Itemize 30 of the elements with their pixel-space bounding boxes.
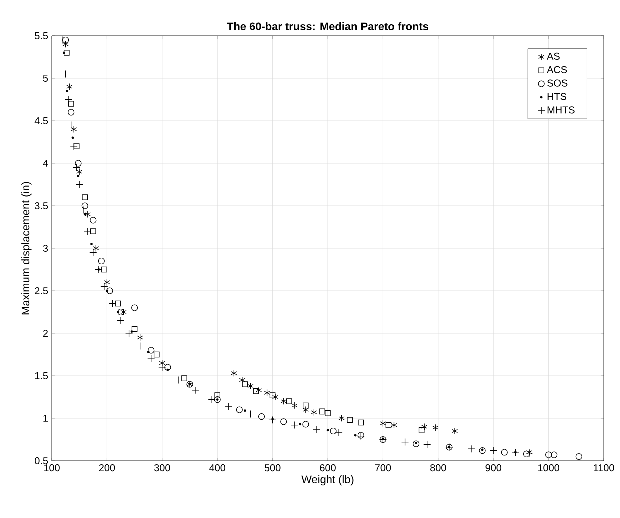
x-tick-label: 600 [320,464,336,472]
x-tick-label: 300 [154,464,170,472]
x-tick-label: 100 [44,464,60,472]
legend-label: ACS [547,66,568,74]
x-axis-title: Weight (lb) [302,475,354,486]
legend-label: SOS [548,80,568,87]
y-tick-label: 5 [43,75,48,82]
y-tick-label: 0.5 [35,457,48,465]
y-tick-label: 1.5 [35,372,48,380]
chart-title: The 60-bar truss: Median Pareto fronts [227,22,429,30]
y-tick-label: 5.5 [35,32,48,40]
y-axis-title: Maximum displacement (in) [22,182,32,315]
x-tick-label: 200 [99,464,116,472]
y-tick-label: 3.5 [35,202,48,210]
x-tick-label: 700 [375,464,392,472]
x-tick-label: 400 [210,464,226,472]
x-tick-label: 500 [264,464,281,472]
y-tick-label: 1 [44,415,48,422]
y-tick-label: 4 [43,160,48,167]
legend-label: HTS [548,93,567,100]
y-tick-label: 2 [43,330,48,337]
x-tick-label: 900 [486,464,502,472]
x-tick-label: 800 [430,464,446,472]
y-tick-label: 3 [43,244,48,252]
x-tick-label: 1100 [594,464,614,472]
legend-label: MHTS [548,106,575,114]
y-tick-label: 4.5 [34,118,48,124]
legend-label: AS [547,52,560,60]
y-tick-label: 2.5 [35,287,48,295]
x-tick-label: 1000 [538,464,560,472]
